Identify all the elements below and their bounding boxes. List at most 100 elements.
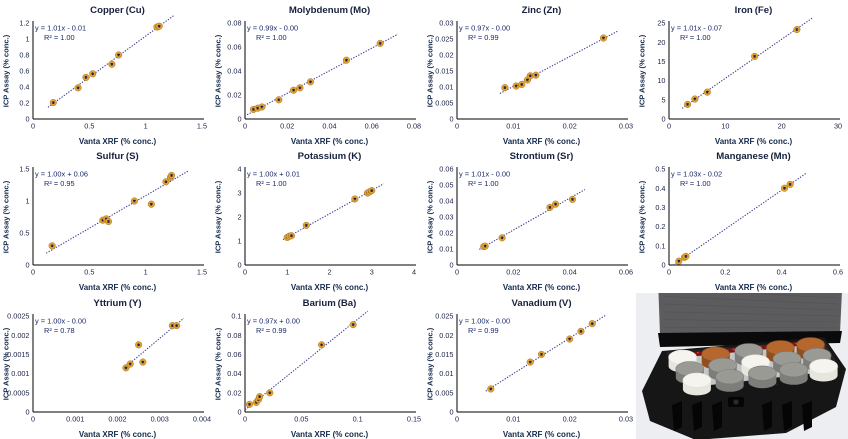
svg-text:1: 1	[25, 197, 29, 206]
svg-text:Vanta XRF (% conc.): Vanta XRF (% conc.)	[291, 430, 369, 439]
svg-text:1: 1	[285, 268, 289, 277]
svg-text:Vanta XRF (% conc.): Vanta XRF (% conc.)	[291, 283, 369, 292]
svg-text:0.02: 0.02	[439, 330, 453, 339]
svg-text:0.15: 0.15	[407, 414, 421, 423]
svg-text:ICP Assay (% conc.): ICP Assay (% conc.)	[426, 327, 435, 400]
svg-text:0.01: 0.01	[439, 245, 453, 254]
svg-text:1.5: 1.5	[197, 268, 207, 277]
svg-text:R² = 0.99: R² = 0.99	[256, 325, 287, 334]
svg-text:1.5: 1.5	[19, 165, 29, 174]
svg-text:0.003: 0.003	[151, 414, 169, 423]
svg-text:0.2: 0.2	[720, 268, 730, 277]
svg-text:0.1: 0.1	[231, 311, 241, 320]
svg-text:0.02: 0.02	[227, 388, 241, 397]
svg-text:3: 3	[370, 268, 374, 277]
svg-text:ICP Assay (% conc.): ICP Assay (% conc.)	[426, 181, 435, 254]
svg-text:ICP Assay (% conc.): ICP Assay (% conc.)	[214, 181, 223, 254]
svg-text:0.015: 0.015	[435, 67, 453, 76]
svg-text:y = 1.00x - 0.00: y = 1.00x - 0.00	[459, 316, 510, 325]
svg-text:ICP Assay (% conc.): ICP Assay (% conc.)	[2, 327, 11, 400]
svg-text:0.02: 0.02	[280, 122, 294, 131]
svg-text:0.3: 0.3	[655, 203, 665, 212]
svg-text:y = 1.01x - 0.00: y = 1.01x - 0.00	[459, 170, 510, 179]
svg-text:0.02: 0.02	[563, 122, 577, 131]
svg-text:0.08: 0.08	[227, 19, 241, 28]
svg-text:0.06: 0.06	[619, 268, 633, 277]
svg-text:1: 1	[25, 35, 29, 44]
svg-text:ICP Assay (% conc.): ICP Assay (% conc.)	[638, 34, 647, 107]
svg-text:ICP Assay (% conc.): ICP Assay (% conc.)	[638, 181, 647, 254]
svg-text:0.5: 0.5	[84, 268, 94, 277]
svg-text:0.025: 0.025	[435, 35, 453, 44]
svg-text:0.015: 0.015	[435, 350, 453, 359]
svg-text:0.001: 0.001	[11, 369, 29, 378]
svg-text:0.04: 0.04	[227, 67, 241, 76]
svg-text:0: 0	[449, 261, 453, 270]
svg-text:Sulfur (S): Sulfur (S)	[96, 151, 138, 162]
svg-text:0: 0	[25, 115, 29, 124]
svg-text:0.4: 0.4	[19, 83, 29, 92]
svg-text:0.5: 0.5	[19, 229, 29, 238]
svg-text:Vanta XRF (% conc.): Vanta XRF (% conc.)	[291, 137, 369, 146]
svg-text:0.1: 0.1	[353, 414, 363, 423]
svg-text:0: 0	[455, 268, 459, 277]
svg-text:y = 1.01x - 0.01: y = 1.01x - 0.01	[35, 23, 86, 32]
svg-text:y = 1.01x - 0.07: y = 1.01x - 0.07	[671, 23, 722, 32]
svg-text:2: 2	[327, 268, 331, 277]
svg-text:Vanta XRF (% conc.): Vanta XRF (% conc.)	[79, 430, 157, 439]
svg-text:Vanta XRF (% conc.): Vanta XRF (% conc.)	[503, 283, 581, 292]
svg-text:Vanta XRF (% conc.): Vanta XRF (% conc.)	[715, 137, 793, 146]
svg-text:y = 1.00x - 0.00: y = 1.00x - 0.00	[35, 316, 86, 325]
svg-text:Iron (Fe): Iron (Fe)	[735, 5, 773, 16]
svg-text:0: 0	[667, 122, 671, 131]
svg-text:0: 0	[237, 115, 241, 124]
svg-text:Manganese (Mn): Manganese (Mn)	[716, 151, 790, 162]
svg-text:0.5: 0.5	[84, 122, 94, 131]
svg-text:0.08: 0.08	[227, 330, 241, 339]
svg-text:1.2: 1.2	[19, 19, 29, 28]
svg-text:0: 0	[455, 122, 459, 131]
svg-text:0.08: 0.08	[407, 122, 421, 131]
svg-text:Vanta XRF (% conc.): Vanta XRF (% conc.)	[79, 137, 157, 146]
svg-text:4: 4	[412, 268, 416, 277]
svg-text:Vanta XRF (% conc.): Vanta XRF (% conc.)	[503, 430, 581, 439]
svg-text:Barium (Ba): Barium (Ba)	[303, 298, 357, 309]
svg-text:0: 0	[661, 261, 665, 270]
svg-text:4: 4	[237, 165, 241, 174]
svg-text:0.04: 0.04	[563, 268, 577, 277]
svg-text:0.02: 0.02	[439, 229, 453, 238]
svg-text:0.4: 0.4	[655, 184, 665, 193]
svg-text:20: 20	[778, 122, 786, 131]
svg-text:0.04: 0.04	[439, 197, 453, 206]
svg-text:ICP Assay (% conc.): ICP Assay (% conc.)	[214, 34, 223, 107]
svg-text:1: 1	[144, 122, 148, 131]
svg-text:0.6: 0.6	[833, 268, 843, 277]
svg-text:R² = 1.00: R² = 1.00	[256, 33, 287, 42]
svg-text:0.02: 0.02	[227, 91, 241, 100]
svg-text:Yttrium (Y): Yttrium (Y)	[93, 298, 141, 309]
svg-text:R² = 0.78: R² = 0.78	[44, 325, 75, 334]
svg-text:0.5: 0.5	[655, 165, 665, 174]
svg-text:25: 25	[657, 19, 665, 28]
svg-text:0.2: 0.2	[655, 222, 665, 231]
svg-text:0.01: 0.01	[506, 122, 520, 131]
svg-text:Zinc (Zn): Zinc (Zn)	[522, 5, 562, 16]
svg-text:0.001: 0.001	[66, 414, 84, 423]
svg-text:ICP Assay (% conc.): ICP Assay (% conc.)	[2, 34, 11, 107]
svg-text:y = 0.97x - 0.00: y = 0.97x - 0.00	[459, 23, 510, 32]
svg-text:0: 0	[449, 407, 453, 416]
svg-text:0.05: 0.05	[439, 181, 453, 190]
svg-text:R² = 0.99: R² = 0.99	[468, 325, 499, 334]
svg-text:10: 10	[721, 122, 729, 131]
svg-text:0.0025: 0.0025	[7, 311, 29, 320]
svg-text:0.04: 0.04	[227, 369, 241, 378]
svg-text:0: 0	[25, 261, 29, 270]
svg-text:y = 0.97x + 0.00: y = 0.97x + 0.00	[247, 316, 300, 325]
svg-text:0.1: 0.1	[655, 242, 665, 251]
svg-text:0.06: 0.06	[227, 43, 241, 52]
svg-text:0.05: 0.05	[294, 414, 308, 423]
svg-text:Vanta XRF (% conc.): Vanta XRF (% conc.)	[503, 137, 581, 146]
svg-text:0: 0	[449, 115, 453, 124]
svg-text:0: 0	[237, 261, 241, 270]
svg-text:0.06: 0.06	[227, 350, 241, 359]
